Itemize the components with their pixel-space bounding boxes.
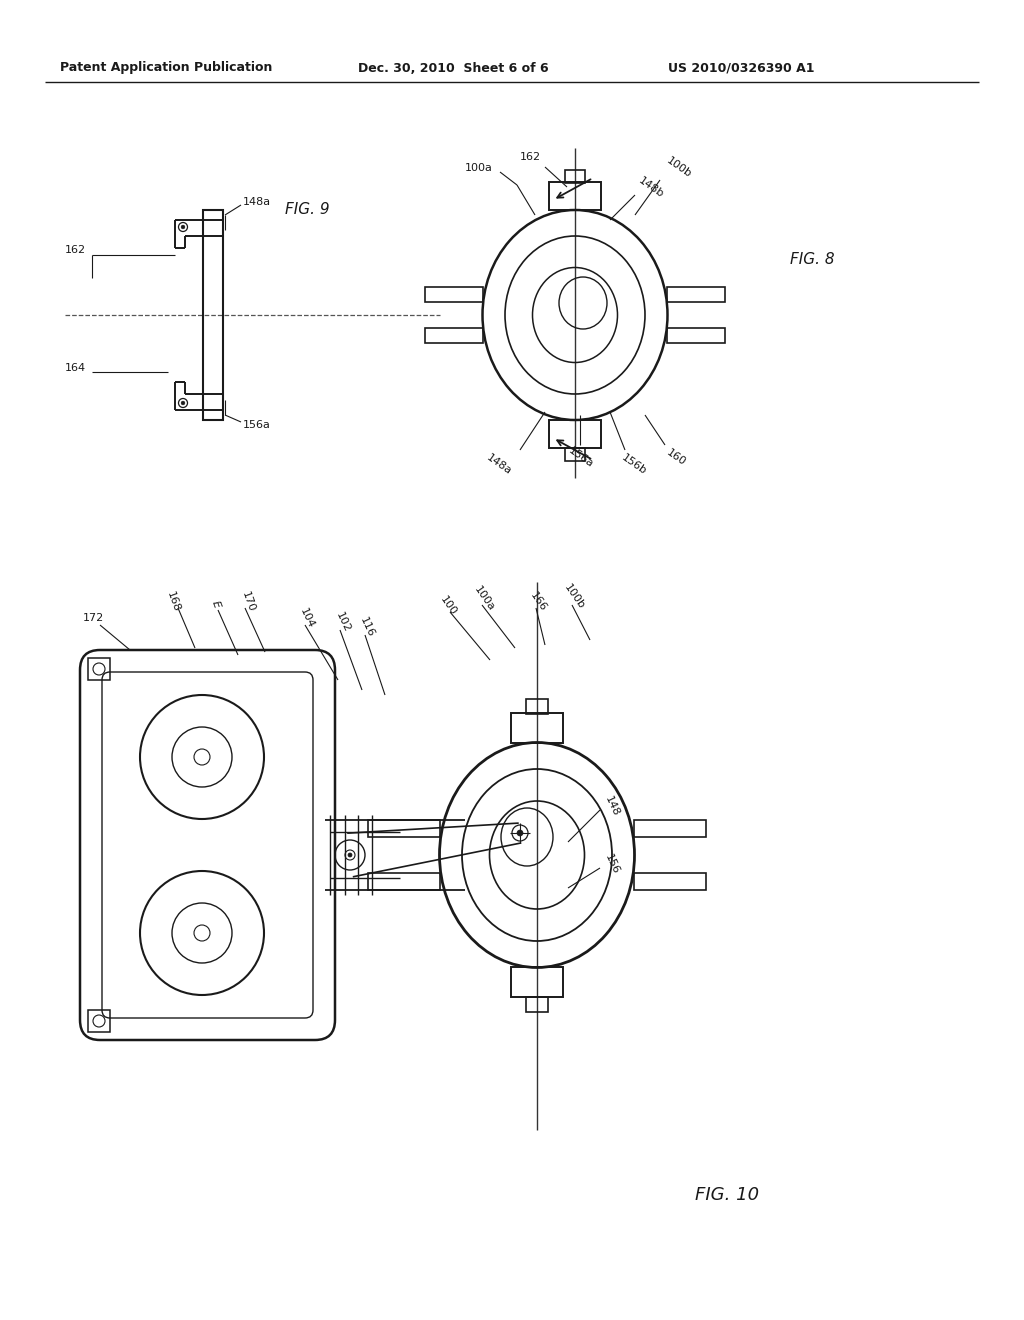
Bar bbox=[425, 286, 483, 302]
Bar bbox=[425, 327, 483, 343]
Bar bbox=[565, 447, 585, 461]
Bar bbox=[667, 327, 725, 343]
Bar bbox=[511, 713, 563, 743]
Bar bbox=[634, 820, 706, 837]
Text: 102: 102 bbox=[334, 610, 352, 634]
Text: 156a: 156a bbox=[567, 446, 596, 470]
Text: 148a: 148a bbox=[485, 453, 514, 477]
Bar bbox=[88, 1010, 110, 1032]
Bar bbox=[88, 657, 110, 680]
Text: 164: 164 bbox=[65, 363, 86, 374]
Circle shape bbox=[348, 853, 352, 857]
Bar bbox=[549, 420, 601, 447]
Text: 168: 168 bbox=[165, 590, 181, 614]
Text: 156: 156 bbox=[603, 853, 621, 875]
Text: FIG. 9: FIG. 9 bbox=[285, 202, 330, 218]
Bar bbox=[368, 873, 440, 890]
Text: 162: 162 bbox=[520, 152, 541, 162]
Text: US 2010/0326390 A1: US 2010/0326390 A1 bbox=[668, 62, 814, 74]
Text: 156b: 156b bbox=[620, 453, 648, 477]
Bar bbox=[565, 170, 585, 183]
Bar bbox=[634, 873, 706, 890]
Circle shape bbox=[181, 226, 184, 228]
Text: 100b: 100b bbox=[665, 156, 693, 180]
Text: 100a: 100a bbox=[465, 162, 493, 173]
Text: 100: 100 bbox=[438, 594, 458, 618]
Bar bbox=[203, 210, 223, 420]
Circle shape bbox=[517, 830, 523, 836]
Bar bbox=[511, 968, 563, 997]
Bar bbox=[667, 286, 725, 302]
Text: 148a: 148a bbox=[243, 197, 271, 207]
Circle shape bbox=[181, 401, 184, 405]
Text: 148b: 148b bbox=[637, 176, 666, 201]
Text: 166: 166 bbox=[528, 590, 548, 614]
Bar bbox=[549, 182, 601, 210]
Bar bbox=[526, 700, 548, 714]
Bar bbox=[526, 997, 548, 1012]
Text: 148: 148 bbox=[603, 795, 621, 818]
Text: FIG. 8: FIG. 8 bbox=[790, 252, 835, 268]
Text: 160: 160 bbox=[665, 447, 688, 469]
Text: 116: 116 bbox=[358, 615, 376, 639]
Text: 156a: 156a bbox=[243, 420, 271, 430]
Text: 100a: 100a bbox=[472, 585, 497, 614]
Text: 172: 172 bbox=[83, 612, 104, 623]
Text: FIG. 10: FIG. 10 bbox=[695, 1185, 759, 1204]
Text: 100b: 100b bbox=[562, 582, 587, 611]
Bar bbox=[368, 820, 440, 837]
Text: Dec. 30, 2010  Sheet 6 of 6: Dec. 30, 2010 Sheet 6 of 6 bbox=[358, 62, 549, 74]
Text: 170: 170 bbox=[240, 590, 257, 614]
Text: 104: 104 bbox=[298, 606, 316, 630]
Text: E: E bbox=[210, 599, 222, 609]
Text: Patent Application Publication: Patent Application Publication bbox=[60, 62, 272, 74]
Text: 162: 162 bbox=[65, 246, 86, 255]
